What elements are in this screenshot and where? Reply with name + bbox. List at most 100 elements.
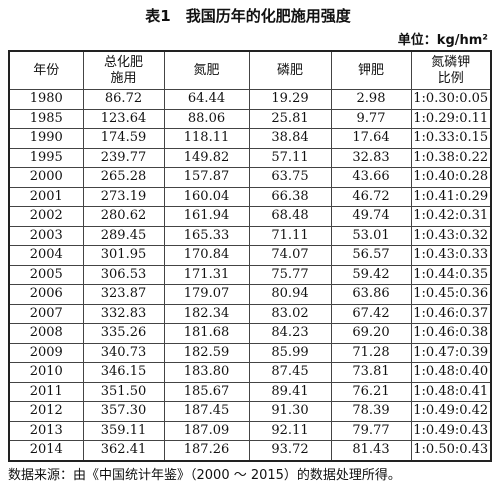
table-cell: 149.82 [163, 147, 250, 168]
table-row: 1995 239.77 149.82 57.11 32.83 1:0.38:0.22 [8, 147, 492, 168]
column-header: 年份 [8, 50, 84, 90]
table-cell: 161.94 [163, 206, 250, 227]
header-line: 氮肥 [193, 62, 220, 78]
header-row: 年份 总化肥 施用 氮肥 磷肥 钾肥 氮磷钾 比例 [8, 50, 492, 90]
table-cell: 91.30 [248, 401, 332, 422]
table-cell: 46.72 [330, 186, 412, 207]
header-line: 磷肥 [276, 62, 303, 78]
table-cell: 1:0.48:0.41 [410, 381, 492, 402]
table-row: 2005 306.53 171.31 75.77 59.42 1:0.44:0.35 [8, 264, 492, 285]
table-cell: 63.75 [248, 167, 332, 188]
table-row: 1990 174.59 118.11 38.84 17.64 1:0.33:0.15 [8, 128, 492, 149]
table-cell: 56.57 [330, 245, 412, 266]
table-cell: 86.72 [82, 89, 165, 110]
table-cell: 78.39 [330, 401, 412, 422]
table-cell: 362.41 [82, 440, 165, 461]
table-cell: 2009 [8, 342, 84, 363]
table-cell: 87.45 [248, 362, 332, 383]
table-row: 2010 346.15 183.80 87.45 73.81 1:0.48:0.40 [8, 362, 492, 383]
header-line: 氮磷钾 [431, 54, 471, 70]
table-cell: 1:0.42:0.31 [410, 206, 492, 227]
table-cell: 2011 [8, 381, 84, 402]
table-cell: 181.68 [163, 323, 250, 344]
table-cell: 183.80 [163, 362, 250, 383]
table-cell: 273.19 [82, 186, 165, 207]
table-cell: 1990 [8, 128, 84, 149]
table-row: 2003 289.45 165.33 71.11 53.01 1:0.43:0.32 [8, 225, 492, 246]
table-cell: 2002 [8, 206, 84, 227]
table-cell: 1:0.44:0.35 [410, 264, 492, 285]
table-row: 1980 86.72 64.44 19.29 2.98 1:0.30:0.05 [8, 89, 492, 110]
table-cell: 157.87 [163, 167, 250, 188]
column-header: 磷肥 [248, 50, 332, 90]
table-cell: 185.67 [163, 381, 250, 402]
table-cell: 2006 [8, 284, 84, 305]
table-cell: 335.26 [82, 323, 165, 344]
table-cell: 84.23 [248, 323, 332, 344]
table-cell: 1:0.45:0.36 [410, 284, 492, 305]
table-cell: 92.11 [248, 420, 332, 441]
table-row: 2004 301.95 170.84 74.07 56.57 1:0.43:0.33 [8, 245, 492, 266]
table-cell: 17.64 [330, 128, 412, 149]
table-cell: 1:0.47:0.39 [410, 342, 492, 363]
table-cell: 38.84 [248, 128, 332, 149]
table-cell: 359.11 [82, 420, 165, 441]
table-cell: 1980 [8, 89, 84, 110]
table-row: 2002 280.62 161.94 68.48 49.74 1:0.42:0.31 [8, 206, 492, 227]
table-body: 1980 86.72 64.44 19.29 2.98 1:0.30:0.05 1985 12… [8, 89, 492, 461]
table-cell: 80.94 [248, 284, 332, 305]
table-cell: 1:0.49:0.42 [410, 401, 492, 422]
table-cell: 2010 [8, 362, 84, 383]
table-cell: 2005 [8, 264, 84, 285]
table-cell: 2014 [8, 440, 84, 461]
table-cell: 187.45 [163, 401, 250, 422]
table-row: 2013 359.11 187.09 92.11 79.77 1:0.49:0.43 [8, 420, 492, 441]
table-cell: 265.28 [82, 167, 165, 188]
table-cell: 280.62 [82, 206, 165, 227]
table-cell: 32.83 [330, 147, 412, 168]
table-cell: 239.77 [82, 147, 165, 168]
table-row: 2014 362.41 187.26 93.72 81.43 1:0.50:0.43 [8, 440, 492, 461]
table-cell: 2000 [8, 167, 84, 188]
column-header: 氮磷钾 比例 [410, 50, 492, 90]
table-cell: 71.28 [330, 342, 412, 363]
table-cell: 93.72 [248, 440, 332, 461]
table-cell: 69.20 [330, 323, 412, 344]
table-row: 2000 265.28 157.87 63.75 43.66 1:0.40:0.28 [8, 167, 492, 188]
table-cell: 346.15 [82, 362, 165, 383]
table-cell: 1:0.41:0.29 [410, 186, 492, 207]
table-cell: 57.11 [248, 147, 332, 168]
table-cell: 182.34 [163, 303, 250, 324]
table-cell: 323.87 [82, 284, 165, 305]
table-cell: 340.73 [82, 342, 165, 363]
table-cell: 160.04 [163, 186, 250, 207]
table-cell: 179.07 [163, 284, 250, 305]
header-line: 钾肥 [357, 62, 384, 78]
table-cell: 74.07 [248, 245, 332, 266]
table-cell: 1:0.43:0.32 [410, 225, 492, 246]
table-cell: 1:0.43:0.33 [410, 245, 492, 266]
header-line: 总化肥 [103, 54, 143, 70]
table-row: 1985 123.64 88.06 25.81 9.77 1:0.29:0.11 [8, 108, 492, 129]
table-title: 表1 我国历年的化肥施用强度 [145, 7, 351, 25]
table-cell: 1:0.30:0.05 [410, 89, 492, 110]
table-cell: 1:0.33:0.15 [410, 128, 492, 149]
table-row: 2008 335.26 181.68 84.23 69.20 1:0.46:0.38 [8, 323, 492, 344]
table-cell: 171.31 [163, 264, 250, 285]
table-cell: 68.48 [248, 206, 332, 227]
table-cell: 351.50 [82, 381, 165, 402]
table-cell: 2001 [8, 186, 84, 207]
table-cell: 85.99 [248, 342, 332, 363]
header-line: 施用 [110, 70, 137, 86]
table-cell: 174.59 [82, 128, 165, 149]
table-cell: 1995 [8, 147, 84, 168]
table-cell: 170.84 [163, 245, 250, 266]
table-cell: 2012 [8, 401, 84, 422]
table-cell: 43.66 [330, 167, 412, 188]
table-cell: 64.44 [163, 89, 250, 110]
table-cell: 187.26 [163, 440, 250, 461]
table-cell: 83.02 [248, 303, 332, 324]
table-cell: 2.98 [330, 89, 412, 110]
table-row: 2001 273.19 160.04 66.38 46.72 1:0.41:0.29 [8, 186, 492, 207]
table-cell: 79.77 [330, 420, 412, 441]
